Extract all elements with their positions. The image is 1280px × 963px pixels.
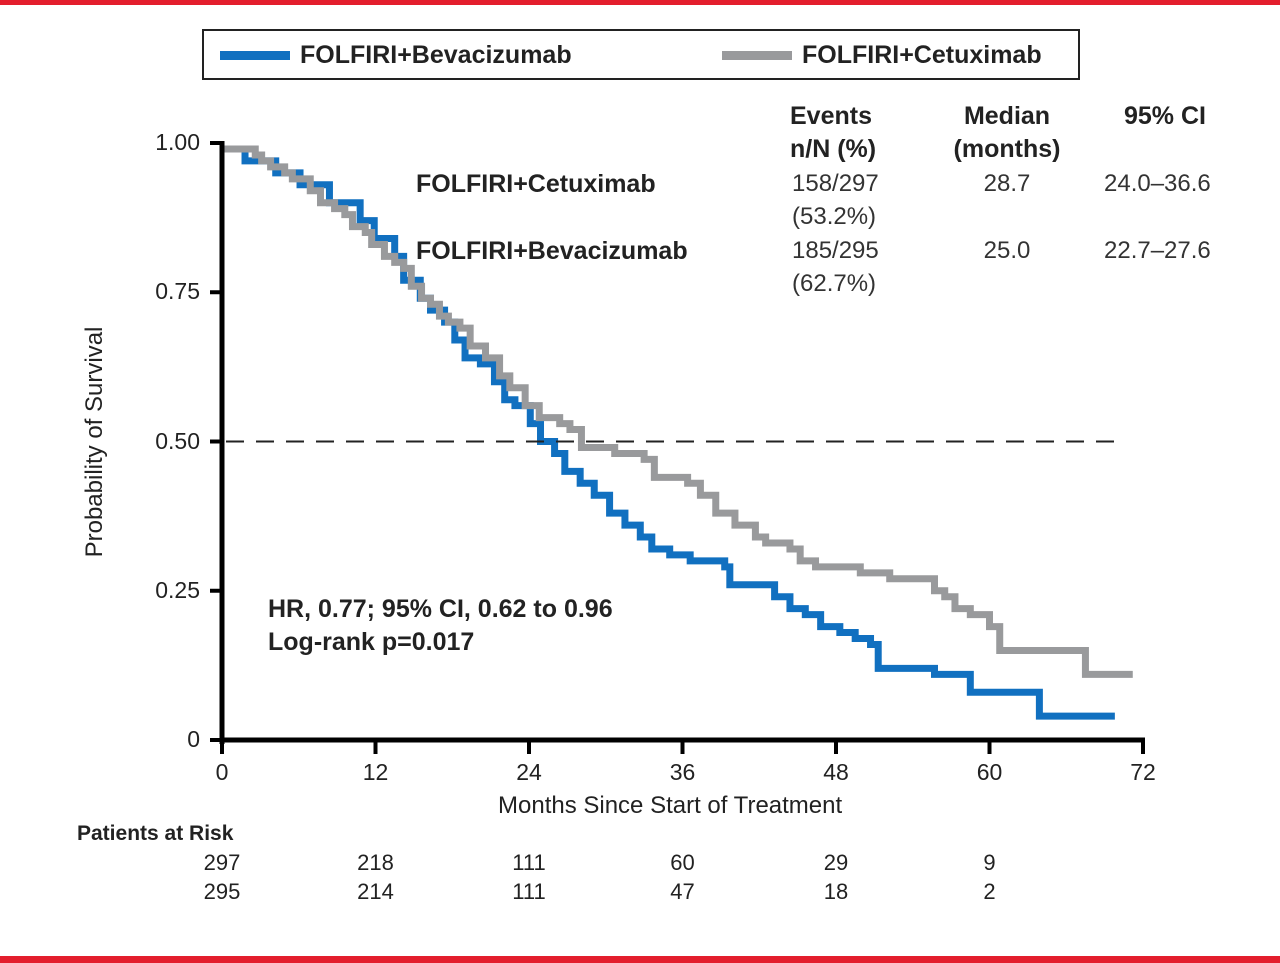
risk-count: 297 — [203, 850, 241, 875]
hazard-ratio-text: HR, 0.77; 95% CI, 0.62 to 0.96 — [268, 595, 613, 623]
stats-header-line: Events — [790, 102, 872, 130]
x-tick-label: 48 — [823, 759, 849, 785]
top-red-border — [0, 0, 1280, 5]
risk-count: 295 — [203, 879, 241, 904]
stats-row-arm: FOLFIRI+Bevacizumab — [416, 237, 688, 265]
bottom-red-border — [0, 956, 1280, 963]
risk-count: 18 — [823, 879, 849, 904]
y-axis-title: Probability of Survival — [81, 326, 108, 558]
stats-header-line: n/N (%) — [790, 135, 877, 163]
risk-count: 111 — [512, 850, 546, 875]
risk-count: 2 — [983, 879, 996, 904]
x-tick-label: 24 — [516, 759, 542, 785]
legend-swatch-bevacizumab — [220, 51, 290, 60]
legend-swatch-cetuximab — [722, 51, 792, 60]
stats-header-ci: 95% CI — [1110, 100, 1220, 133]
stats-row-median: 25.0 — [983, 237, 1031, 264]
stats-row-ci: 24.0–36.6 — [1104, 170, 1211, 197]
y-tick-label: 1.00 — [155, 129, 200, 155]
patients-at-risk-title: Patients at Risk — [77, 822, 234, 845]
x-tick-label: 0 — [215, 759, 229, 785]
risk-count: 214 — [357, 879, 394, 904]
x-axis-title: Months Since Start of Treatment — [498, 792, 843, 819]
axes-layer — [210, 141, 1145, 754]
events-percent: (53.2%) — [792, 203, 877, 230]
stats-header-events: Events n/N (%) — [790, 100, 890, 166]
stats-row-median: 28.7 — [983, 170, 1031, 197]
y-tick-label: 0 — [187, 726, 200, 752]
stats-row-arm: FOLFIRI+Cetuximab — [416, 170, 656, 198]
y-tick-label: 0.75 — [155, 278, 200, 305]
legend-item-cetuximab: FOLFIRI+Cetuximab — [722, 41, 1042, 70]
x-tick-label: 12 — [362, 759, 389, 785]
curves-layer — [222, 145, 1133, 720]
y-tick-label: 0.25 — [155, 576, 200, 603]
x-tick-label: 36 — [669, 759, 696, 785]
risk-count: 29 — [823, 850, 849, 875]
legend-label: FOLFIRI+Cetuximab — [802, 41, 1042, 69]
risk-count: 218 — [357, 850, 394, 875]
stats-header-line: Median — [963, 102, 1051, 130]
stats-header-line: (months) — [953, 135, 1061, 163]
events-count: 185/295 — [792, 237, 879, 264]
logrank-text: Log-rank p=0.017 — [268, 628, 475, 656]
legend-label: FOLFIRI+Bevacizumab — [300, 41, 572, 69]
chart-legend: FOLFIRI+Bevacizumab FOLFIRI+Cetuximab — [202, 29, 1080, 80]
y-tick-label: 0.50 — [155, 427, 200, 454]
hr-annotation: HR, 0.77; 95% CI, 0.62 to 0.96 Log-rank … — [268, 593, 613, 659]
stats-row-ci: 22.7–27.6 — [1104, 237, 1211, 264]
events-count: 158/297 — [792, 170, 879, 197]
x-tick-label: 72 — [1130, 759, 1156, 785]
x-tick-label: 60 — [976, 759, 1003, 785]
risk-count: 47 — [670, 879, 695, 904]
stats-header-line: 95% CI — [1124, 102, 1206, 130]
legend-item-bevacizumab: FOLFIRI+Bevacizumab — [220, 41, 572, 70]
risk-count: 111 — [512, 879, 546, 904]
risk-count: 60 — [670, 850, 695, 875]
events-percent: (62.7%) — [792, 270, 877, 297]
stats-header-median: Median (months) — [942, 100, 1072, 166]
stats-row-events: 185/295 (62.7%) — [792, 234, 879, 300]
risk-count: 9 — [983, 850, 996, 875]
stats-row-events: 158/297 (53.2%) — [792, 167, 879, 233]
km-curve-cetuximab — [222, 145, 1133, 678]
